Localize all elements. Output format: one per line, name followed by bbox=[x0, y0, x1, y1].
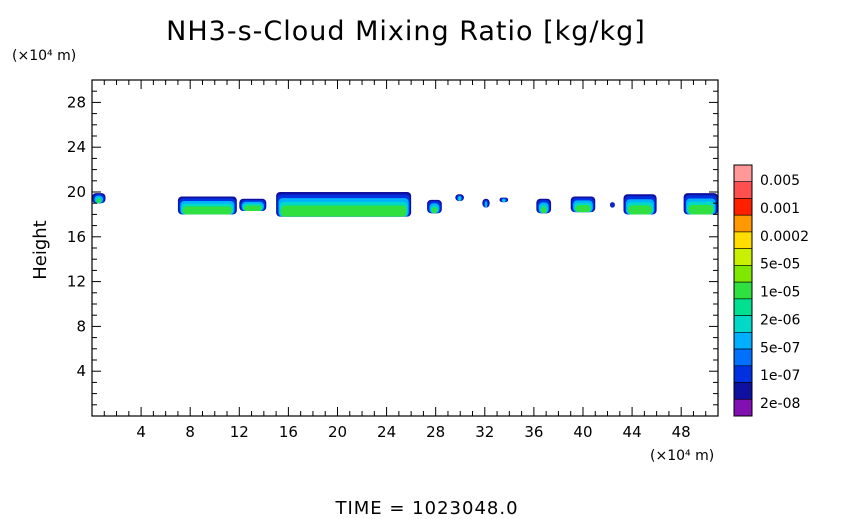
y-tick-label: 4 bbox=[76, 362, 86, 380]
cloud-band bbox=[458, 196, 461, 201]
time-label: TIME = 1023048.0 bbox=[334, 498, 518, 519]
cloud-patch bbox=[239, 198, 267, 212]
colorbar-label: 2e-06 bbox=[760, 312, 800, 328]
y-tick-label: 20 bbox=[67, 183, 86, 201]
cloud-patch bbox=[427, 199, 442, 214]
x-tick-label: 32 bbox=[475, 423, 494, 441]
cloud-patch bbox=[499, 197, 509, 203]
plot-area bbox=[92, 192, 718, 217]
cloud-patch bbox=[276, 192, 412, 217]
cloud-patch bbox=[623, 194, 657, 215]
x-tick-label: 40 bbox=[573, 423, 592, 441]
x-axis-unit: (×10⁴ m) bbox=[650, 448, 714, 464]
cloud-band bbox=[280, 205, 407, 217]
colorbar-swatch bbox=[733, 265, 753, 283]
cloud-band bbox=[182, 206, 233, 215]
cloud-band bbox=[96, 198, 101, 204]
colorbar-swatch bbox=[733, 214, 753, 233]
x-tick-label: 12 bbox=[230, 423, 249, 441]
cloud-band bbox=[431, 207, 438, 214]
colorbar-swatch bbox=[733, 164, 753, 183]
x-tick-label: 24 bbox=[377, 423, 396, 441]
cloud-patch bbox=[482, 198, 490, 208]
colorbar-swatch bbox=[733, 365, 753, 383]
y-tick-label: 8 bbox=[76, 317, 86, 335]
x-tick-label: 28 bbox=[426, 423, 445, 441]
colorbar-label: 0.0002 bbox=[760, 229, 809, 245]
colorbar-frame bbox=[733, 164, 753, 417]
x-tick-label: 8 bbox=[185, 423, 195, 441]
x-tick-label: 36 bbox=[524, 423, 543, 441]
cloud-band bbox=[688, 204, 714, 215]
cloud-band bbox=[503, 199, 505, 203]
x-tick-label: 16 bbox=[279, 423, 298, 441]
colorbar-swatch bbox=[733, 198, 753, 216]
colorbar-swatch bbox=[733, 332, 753, 350]
cloud-band bbox=[628, 205, 652, 215]
colorbar-label: 5e-07 bbox=[760, 340, 800, 356]
colorbar-swatch bbox=[733, 348, 753, 367]
colorbar-label: 5e-05 bbox=[760, 257, 800, 273]
cloud-band bbox=[244, 205, 262, 212]
colorbar-swatch bbox=[733, 382, 753, 400]
colorbar-swatch bbox=[733, 315, 753, 333]
cloud-band bbox=[575, 205, 591, 213]
x-axis: 4 8 12 16 20 24 28 32 36 40 44 48 bbox=[103, 80, 707, 441]
cloud-patch bbox=[536, 198, 552, 214]
cloud-patch bbox=[683, 193, 718, 215]
chart-title: NH3-s-Cloud Mixing Ratio [kg/kg] bbox=[166, 16, 646, 47]
cloud-patch bbox=[92, 193, 106, 204]
x-tick-label: 48 bbox=[672, 423, 691, 441]
y-axis-unit: (×10⁴ m) bbox=[12, 48, 76, 64]
colorbar-label: 1e-07 bbox=[760, 368, 800, 384]
colorbar-label: 2e-08 bbox=[760, 396, 800, 412]
colorbar-label: 0.001 bbox=[760, 201, 800, 217]
cloud-patch bbox=[609, 202, 615, 208]
colorbar-swatch bbox=[733, 248, 753, 266]
x-tick-label: 20 bbox=[328, 423, 347, 441]
colorbar-swatch bbox=[733, 281, 753, 300]
colorbar: 0.005 0.001 0.0002 5e-05 1e-05 2e-06 5e-07 1e-0… bbox=[733, 164, 809, 417]
cloud-band bbox=[611, 202, 614, 208]
cloud-band bbox=[484, 200, 488, 208]
y-tick-label: 12 bbox=[67, 273, 86, 291]
colorbar-label: 1e-05 bbox=[760, 285, 800, 301]
colorbar-swatch bbox=[733, 231, 753, 249]
y-tick-label: 28 bbox=[67, 93, 86, 111]
cloud-band bbox=[541, 206, 547, 214]
x-tick-label: 4 bbox=[136, 423, 146, 441]
colorbar-swatch bbox=[733, 298, 753, 316]
x-tick-label: 44 bbox=[623, 423, 642, 441]
plot-frame bbox=[91, 79, 719, 417]
colorbar-label: 0.005 bbox=[760, 173, 800, 189]
cloud-patch bbox=[455, 194, 464, 201]
cloud-patch bbox=[570, 196, 596, 213]
cloud-patch bbox=[177, 196, 237, 215]
y-axis: 4 8 12 16 20 24 28 bbox=[67, 90, 718, 406]
colorbar-swatch bbox=[733, 398, 753, 417]
y-tick-label: 24 bbox=[67, 138, 86, 156]
colorbar-swatch bbox=[733, 181, 753, 199]
y-tick-label: 16 bbox=[67, 228, 86, 246]
y-axis-title: Height bbox=[30, 220, 51, 280]
